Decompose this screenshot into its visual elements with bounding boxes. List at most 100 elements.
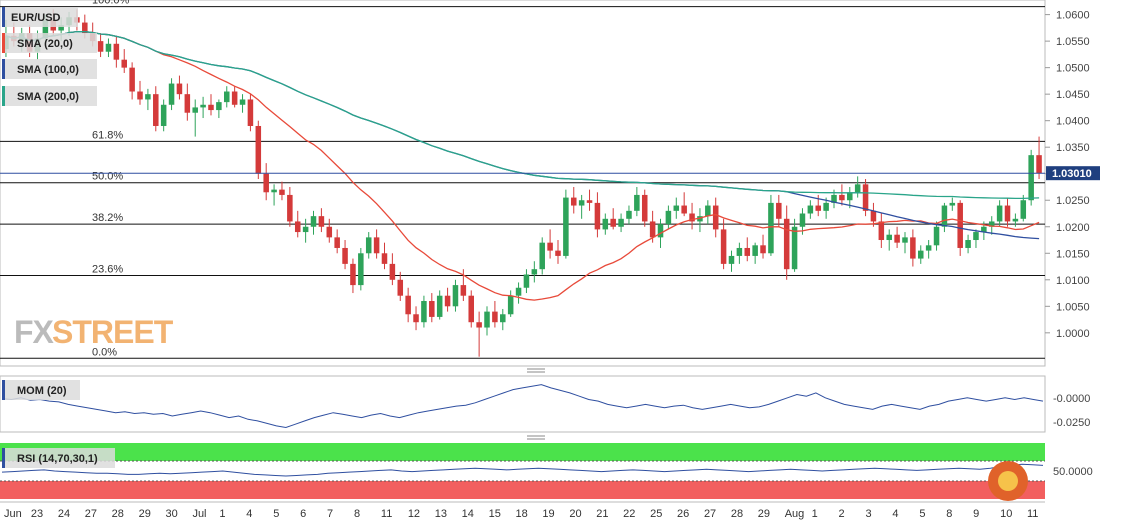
legend-sma-100[interactable]: SMA (100,0) [2,59,97,79]
price-tick-label: 1.0400 [1056,116,1090,128]
candle-body [42,19,49,39]
price-tick-label: 1.0200 [1056,222,1090,234]
candle-body [618,218,624,227]
candle-body [184,94,191,113]
legend-sma-20-label: SMA (20,0) [17,38,73,50]
candle-body [610,218,616,227]
candle-body [973,232,979,241]
time-tick-label: 28 [731,508,743,520]
candle-body [902,237,908,243]
candle-body [444,295,451,307]
candle-body [429,301,435,317]
candle-body [626,210,632,219]
time-tick-label: 21 [596,508,608,520]
candle-body [539,242,545,270]
time-tick-label: 2 [839,508,845,520]
candle-body [791,226,798,270]
candle-body [358,253,364,286]
time-tick-label: 29 [758,508,770,520]
legend-sma-20[interactable]: SMA (20,0) [2,33,97,53]
time-tick-label: 18 [516,508,528,520]
candle-body [468,295,474,323]
candle-body [996,205,1003,222]
candle-body [752,245,758,256]
candle-body [981,226,987,233]
fxstreet-watermark: FX STREET [14,314,175,350]
price-tick-label: 1.0000 [1056,328,1090,340]
legend-sma-100-label: SMA (100,0) [17,64,79,76]
time-tick-label: 8 [946,508,952,520]
time-tick-label: 23 [31,508,43,520]
legend-sma-200[interactable]: SMA (200,0) [2,86,97,106]
candle-body [176,83,183,95]
price-tick-label: 1.0600 [1056,10,1090,22]
candle-body [783,218,790,270]
rsi-line [1,463,1044,477]
candle-body [287,194,293,222]
time-tick-label: 25 [650,508,662,520]
legend-mom[interactable]: MOM (20) [2,380,80,400]
candle-body [105,43,112,52]
candle-body [673,205,680,211]
candle-body [421,301,427,323]
watermark-street: STREET [52,314,174,350]
fib-level-label: 23.6% [92,264,123,276]
candle-body [862,184,869,211]
candle-body [1020,200,1027,219]
candle-body [657,224,664,238]
fib-level-label: 100.0% [92,0,130,7]
time-tick-label: 8 [354,508,360,520]
candle-body [594,202,601,230]
time-tick-label: 7 [327,508,333,520]
candle-body [641,194,648,222]
candle-body [231,91,238,105]
candle-body [507,295,514,315]
time-tick-label: 29 [139,508,151,520]
candle-body [839,194,845,201]
candle-body [878,221,885,241]
legend-rsi[interactable]: RSI (14,70,30,1) [2,448,115,468]
candle-body [720,229,727,264]
candle-body [1036,155,1042,174]
candle-body [492,311,498,323]
candle-body [681,205,687,214]
candle-body [933,226,940,246]
price-tick-label: 1.0100 [1056,275,1090,287]
candle-body [941,205,948,227]
time-tick-label: 4 [892,508,898,520]
price-tick-label: 1.0500 [1056,63,1090,75]
candle-body [578,200,585,206]
time-tick-label: 3 [865,508,871,520]
candle-body [350,263,356,286]
candle-body [500,314,506,323]
time-tick-label: 12 [408,508,420,520]
candle-body [602,218,609,230]
candle-body [129,67,135,92]
candle-body [965,240,971,248]
candle-body [294,221,301,233]
candle-body [405,295,411,315]
fibonacci-levels: 61.8% 50.0% 38.2% 23.6% 0.0% 100.0% [0,0,1045,359]
pane-resize-handle[interactable] [527,368,545,373]
time-tick-label: Jun [4,508,22,520]
time-tick-label: 11 [1027,508,1038,520]
pane-resize-handle-2[interactable] [527,435,545,440]
candle-body [1028,155,1034,201]
candle-body [365,237,372,254]
time-tick-label: 4 [246,508,252,520]
candle-body [168,83,175,105]
candle-body [247,99,254,126]
candle-body [910,237,916,259]
time-tick-label: 20 [569,508,581,520]
candle-body [1012,218,1019,222]
candle-body [310,216,317,227]
candle-body [200,104,206,108]
candle-body [263,173,269,193]
candle-body [97,41,104,52]
price-tick-label: 1.0050 [1056,301,1090,313]
rsi-tick-mid: 50.0000 [1053,466,1093,478]
candle-body [776,202,782,219]
time-tick-label: 9 [973,508,979,520]
time-tick-label: 15 [489,508,501,520]
candle-body [397,279,404,296]
